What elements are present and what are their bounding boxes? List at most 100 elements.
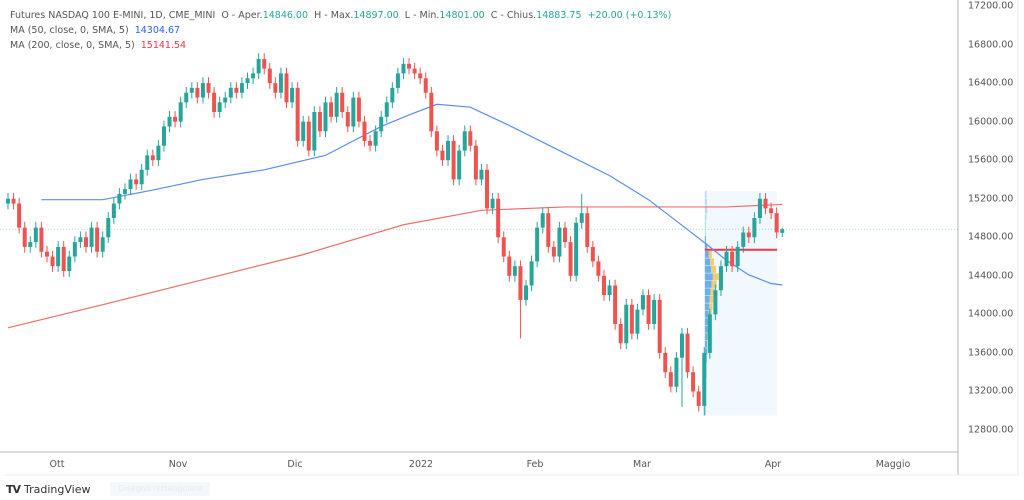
candle-body [273,83,278,93]
candle-body [167,116,172,127]
candle-body [668,372,673,387]
candle-body [629,304,634,334]
candle-body [685,333,690,373]
candle-body [679,333,684,358]
ma200-row[interactable]: MA (200, close, 0, SMA, 5) 15141.54 [10,38,671,53]
candle-body [206,83,211,93]
candle-body [317,112,322,132]
candle-body [78,237,83,243]
tradingview-logo[interactable]: TV TradingView [6,483,91,496]
candle-body [278,73,283,93]
price-tick-label: 13600.00 [968,347,1014,359]
candle-body [384,102,389,117]
candle-body [407,63,412,69]
volume-profile-bar [704,333,708,341]
volume-profile-bar [704,250,709,258]
candle-body [11,198,16,204]
chart-legend: Futures NASDAQ 100 E-MINI, 1D, CME_MINI … [10,8,671,53]
candle-body [635,309,640,334]
ma50-value: 14304.67 [134,25,181,36]
close-value: 14883.75 [536,10,582,21]
candle-body [434,131,439,151]
candle-body [395,73,400,88]
candle-body [657,299,662,353]
high-value: 14897.00 [353,10,399,21]
candle-body [451,140,456,180]
candle-body [524,285,529,300]
candle-body [178,102,183,122]
time-tick-label: Nov [168,459,188,470]
candle-body [56,246,61,267]
volume-profile-bar [704,280,712,288]
volume-profile-bar [704,340,708,348]
candle-body [423,78,428,93]
candle-body [607,285,612,296]
candle-body [473,145,478,180]
price-tick-label: 14800.00 [968,231,1014,243]
candle-body [702,352,707,406]
candle-body [33,227,38,243]
volume-profile-bar [704,295,710,303]
candle-body [418,73,423,79]
candle-body [696,391,701,406]
candle-body [128,179,133,190]
volume-profile-bar [704,288,711,296]
candle-body [496,198,501,238]
candle-body [134,179,139,185]
candle-body [401,63,406,74]
candle-body [301,121,306,141]
candle-body [161,126,166,146]
candle-body [752,218,757,238]
low-label: L - Min. [404,10,440,21]
candle-body [284,73,289,103]
price-tick-label: 16800.00 [968,39,1014,51]
candle-body [446,140,451,161]
candle-body [735,246,740,267]
time-tick-label: Dic [287,459,303,470]
symbol-title[interactable]: Futures NASDAQ 100 E-MINI, 1D, CME_MINI [10,10,216,21]
candle-body [746,232,751,238]
ma50-label: MA (50, close, 0, SMA, 5) [10,25,129,36]
time-tick-label: Mar [633,459,651,470]
candle-body [139,169,144,185]
candle-body [468,131,473,146]
volume-profile-va-bar [712,273,719,281]
candle-body [568,242,573,276]
open-value: 14846.00 [262,10,309,21]
candle-body [718,266,723,291]
volume-profile-bar [704,348,708,356]
ma50-row[interactable]: MA (50, close, 0, SMA, 5) 14304.67 [10,23,671,38]
candle-body [373,131,378,146]
candle-body [184,92,189,103]
volume-profile-bar [704,265,712,273]
volume-profile-bar [704,310,709,318]
candle-body [507,256,512,276]
price-tick-label: 16000.00 [968,116,1014,128]
candle-body [663,352,668,373]
volume-profile-bar [704,303,710,311]
candle-body [763,198,768,209]
candle-body [72,242,77,257]
candle-body [518,266,523,300]
candle-body [100,237,105,252]
candle-body [334,92,339,117]
candle-body [479,169,484,180]
candle-body [624,304,629,344]
candle-body [590,246,595,262]
volume-profile-va-bar [709,295,714,303]
volume-profile-bar [704,235,707,243]
price-tick-label: 16400.00 [968,77,1014,89]
high-label: H - Max. [314,10,354,21]
candle-body [122,189,127,194]
candle-body [67,256,72,271]
price-tick-label: 15600.00 [968,154,1014,166]
candle-body [540,213,545,228]
candle-body [340,92,345,112]
candle-body [212,92,217,112]
candle-body [189,87,194,93]
open-label: O - Aper. [221,10,263,21]
volume-profile-va-bar [711,280,717,288]
candle-body [145,155,150,170]
candle-body [95,227,100,252]
